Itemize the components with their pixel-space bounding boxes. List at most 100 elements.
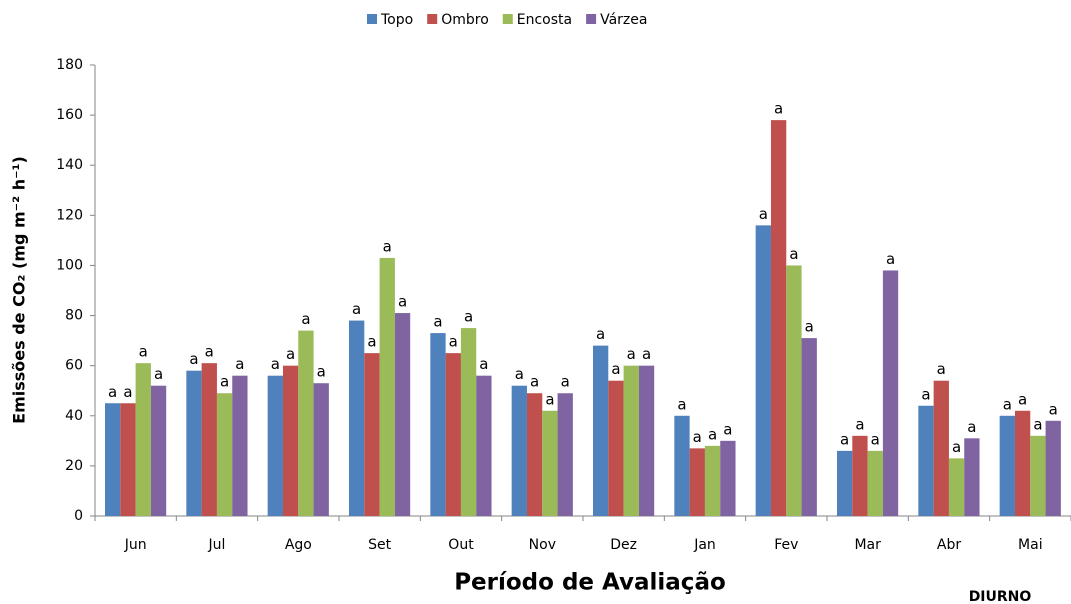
x-tick-label: Ago [285,537,312,553]
bar-letter: a [271,355,280,373]
bar-letter: a [611,360,620,378]
bar [933,380,949,516]
bar [918,405,934,516]
x-tick-label: Abr [937,537,961,553]
x-axis-title: Período de Avaliação [454,570,726,596]
bar [882,270,899,516]
bar [105,403,121,516]
bar-letter: a [530,373,539,391]
x-tick-label: Nov [529,537,556,553]
legend-label: Ombro [441,12,489,28]
bar-letter: a [301,310,310,328]
bar [689,448,705,516]
bar [150,385,167,516]
bar-letter: a [561,373,570,391]
bar [120,403,136,516]
bar-letter: a [433,313,442,331]
bar-letter: a [108,383,117,401]
bar-letter: a [840,430,849,448]
bar [608,380,624,516]
x-tick-label: Set [368,537,392,553]
x-tick-label: Out [448,537,474,553]
bar-letter: a [967,418,976,436]
legend-swatch [367,14,377,24]
bar-letter: a [1033,415,1042,433]
bar-letter: a [774,100,783,118]
bar [542,410,558,516]
bar-letter: a [383,237,392,255]
annotation: DIURNO [969,589,1032,604]
legend-label: Topo [380,12,413,28]
bar-letter: a [759,205,768,223]
y-tick-label: 80 [65,308,83,324]
y-tick-label: 160 [56,107,83,123]
bar-letter: a [317,363,326,381]
y-tick-label: 140 [56,157,83,173]
bar-letter: a [886,250,895,268]
bar [623,365,639,516]
legend-swatch [427,14,438,24]
bar [837,450,853,516]
bar [267,375,283,516]
bar-letter: a [479,355,488,373]
y-tick-label: 60 [65,358,83,374]
bar [232,375,248,516]
y-tick-label: 0 [74,508,83,524]
x-tick-label: Jul [208,537,226,553]
bar [394,313,411,516]
bar [349,320,365,516]
legend-label: Várzea [600,12,647,28]
y-tick-label: 120 [56,207,83,223]
bar-letter: a [139,343,148,361]
bar-letter: a [596,325,605,343]
bar [770,120,787,516]
bar [298,330,314,516]
bar [867,450,883,516]
bar-letter: a [515,365,524,383]
y-tick-label: 20 [65,458,83,474]
bar [511,385,527,516]
bar [593,345,609,516]
y-tick-label: 100 [56,257,83,273]
bar [852,435,868,516]
bar [999,415,1015,516]
bar-letter: a [723,420,732,438]
bar-letter: a [352,300,361,318]
bar [216,393,233,516]
bar-letter: a [286,345,295,363]
bar [638,365,655,516]
bar [135,363,151,516]
legend-label: Encosta [517,12,572,28]
bar-letter: a [235,355,244,373]
bar-letter: a [871,430,880,448]
bar-letter: a [220,373,229,391]
bar-letter: a [464,308,473,326]
x-tick-label: Fev [774,537,798,553]
bar [186,370,202,516]
x-tick-label: Mai [1018,537,1043,553]
y-tick-label: 180 [56,57,83,73]
bar [1030,435,1046,516]
legend-swatch [502,14,513,24]
bar [526,393,543,516]
bar-letter: a [642,345,651,363]
y-axis-title: Emissões de CO₂ (mg m⁻² h⁻¹) [10,156,29,424]
bar-letter: a [1018,390,1027,408]
bar-letter: a [205,343,214,361]
bar-letter: a [367,333,376,351]
bar-letter: a [449,333,458,351]
bar [364,353,380,516]
bar-letter: a [1049,400,1058,418]
bar [948,458,965,516]
bar [755,225,771,516]
bar [801,338,817,516]
bar [786,265,802,516]
bar-letter: a [921,385,930,403]
bar-letter: a [693,428,702,446]
bar-letter: a [952,438,961,456]
bar-letter: a [154,365,163,383]
bar-letter: a [398,293,407,311]
bar [379,257,395,516]
bar [445,353,461,516]
